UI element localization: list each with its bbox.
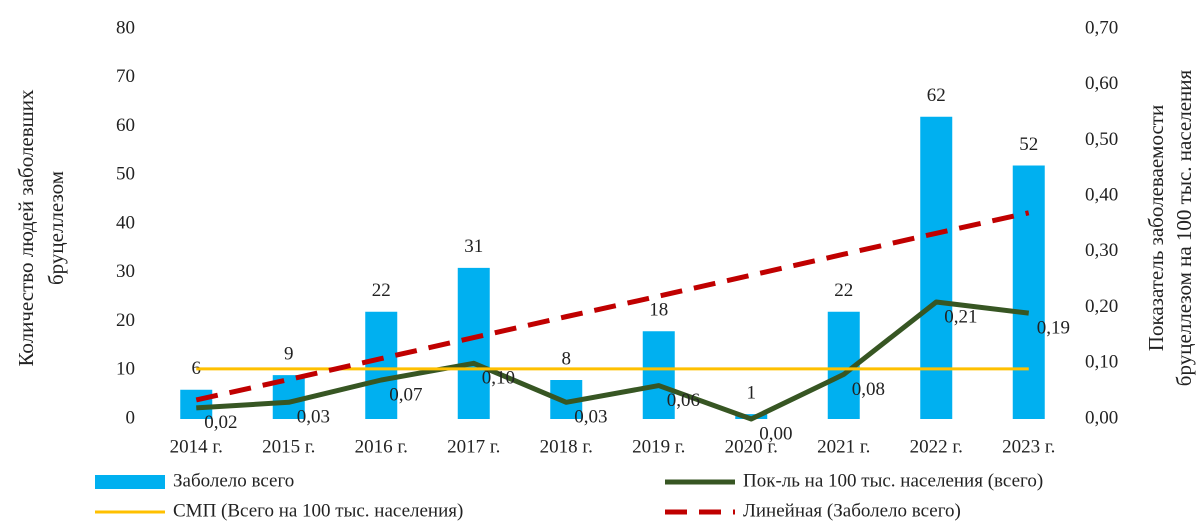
y-tick-label: 70: [116, 66, 135, 87]
line-value-label: 0,00: [759, 423, 792, 444]
bar-value-label: 22: [372, 280, 391, 301]
x-tick-label: 2021 г.: [817, 436, 870, 457]
bar-value-label: 18: [649, 300, 668, 321]
line-value-label: 0,03: [297, 407, 330, 428]
x-tick-label: 2016 г.: [355, 436, 408, 457]
x-tick-label: 2020 г.: [725, 436, 778, 457]
line-value-label: 0,21: [944, 306, 977, 327]
y2-tick-label: 0,60: [1085, 73, 1118, 94]
line-value-label: 0,02: [204, 412, 237, 433]
bar-value-label: 8: [562, 348, 572, 369]
x-tick-label: 2019 г.: [632, 436, 685, 457]
legend-label: СМП (Всего на 100 тыс. населения): [173, 500, 463, 521]
y2-tick-label: 0,00: [1085, 407, 1118, 428]
line-value-label: 0,19: [1037, 318, 1070, 339]
x-tick-label: 2017 г.: [447, 436, 500, 457]
y-tick-label: 0: [126, 407, 136, 428]
bar-value-label: 9: [284, 343, 294, 364]
y-tick-label: 10: [116, 359, 135, 380]
bar-value-label: 31: [464, 236, 483, 257]
bar: [180, 389, 213, 419]
y2-tick-label: 0,50: [1085, 129, 1118, 150]
x-tick-label: 2022 г.: [910, 436, 963, 457]
y2-tick-label: 0,20: [1085, 296, 1118, 317]
y-tick-label: 50: [116, 164, 135, 185]
y2-tick-label: 0,30: [1085, 240, 1118, 261]
legend-label: Заболело всего: [173, 470, 294, 491]
bar: [457, 267, 490, 419]
bar: [920, 116, 953, 419]
bar-value-label: 62: [927, 85, 946, 106]
legend-label: Пок-ль на 100 тыс. населения (всего): [743, 470, 1043, 491]
bar: [642, 331, 675, 419]
y-tick-label: 40: [116, 212, 135, 233]
line-value-label: 0,07: [389, 384, 422, 405]
bar-value-label: 52: [1019, 134, 1038, 155]
line-value-label: 0,10: [482, 368, 515, 389]
y2-axis-label: Показатель заболеваемости: [1144, 105, 1168, 351]
y-tick-label: 20: [116, 310, 135, 331]
y2-tick-label: 0,70: [1085, 17, 1118, 38]
y-axis-label: бруцеллезом: [44, 171, 68, 285]
trend-line: [195, 210, 1030, 403]
legend-label: Линейная (Заболело всего): [743, 500, 961, 521]
x-tick-label: 2018 г.: [540, 436, 593, 457]
y2-tick-label: 0,40: [1085, 185, 1118, 206]
legend-swatch: [95, 475, 165, 489]
bar-value-label: 22: [834, 280, 853, 301]
bar-value-label: 1: [747, 382, 757, 403]
y-tick-label: 80: [116, 17, 135, 38]
x-tick-label: 2015 г.: [262, 436, 315, 457]
y-axis-label: Количество людей заболевших: [14, 89, 38, 367]
line: [196, 299, 1030, 422]
x-tick-label: 2023 г.: [1002, 436, 1055, 457]
y-tick-label: 30: [116, 261, 135, 282]
y2-axis-label: бруцеллезом на 100 тыс. населения: [1172, 69, 1196, 386]
x-tick-label: 2014 г.: [170, 436, 223, 457]
bar: [365, 311, 398, 419]
y2-tick-label: 0,10: [1085, 352, 1118, 373]
bar: [1012, 165, 1045, 419]
line-value-label: 0,08: [852, 379, 885, 400]
y-tick-label: 60: [116, 115, 135, 136]
line-value-label: 0,06: [667, 390, 700, 411]
line-value-label: 0,03: [574, 407, 607, 428]
